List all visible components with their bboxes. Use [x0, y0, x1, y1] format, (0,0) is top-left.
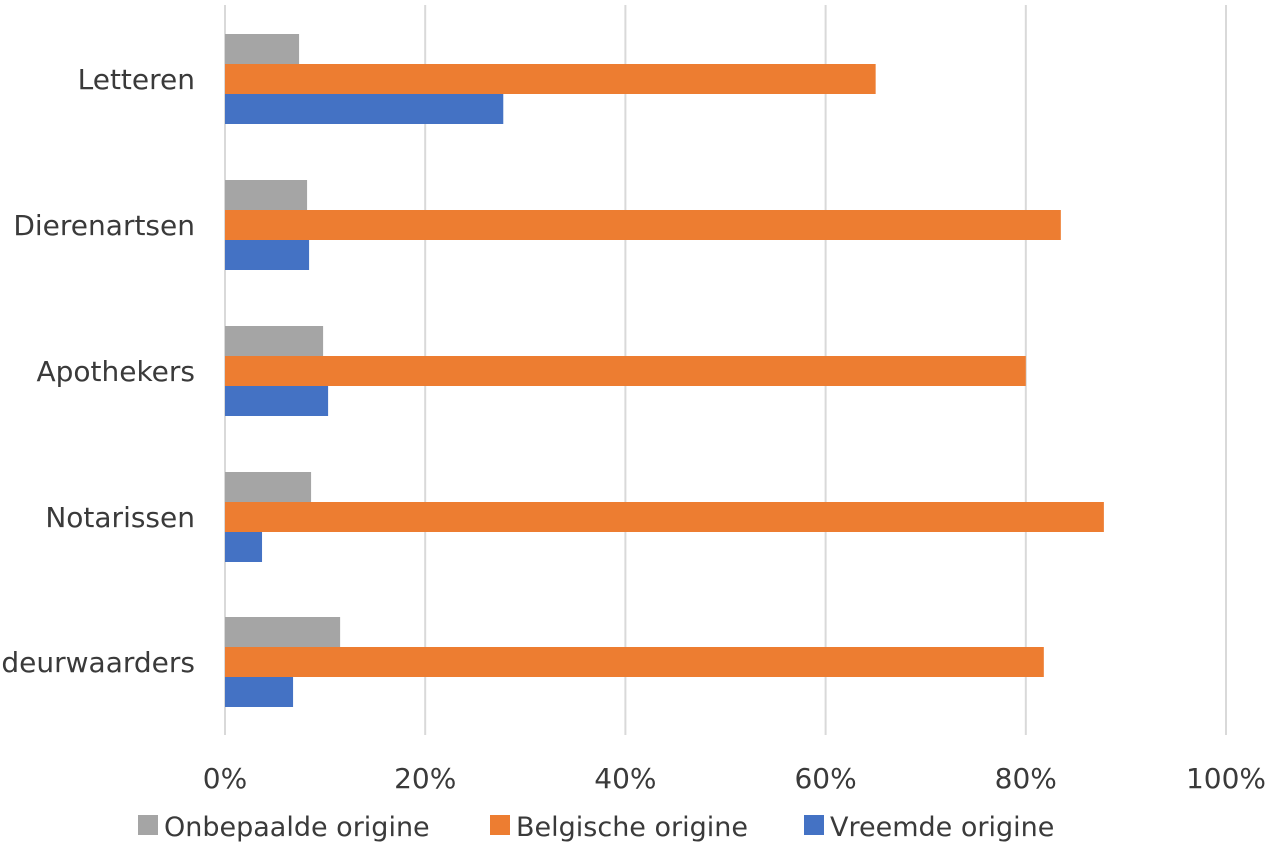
category-labels: Letteren Dierenartsen Apothekers Notarissen…	[0, 63, 195, 679]
bar-belgische-origine	[225, 356, 1026, 386]
bar-belgische-origine	[225, 647, 1044, 677]
category-label: Notarissen	[45, 501, 195, 534]
bars	[225, 34, 1104, 707]
legend-item: Belgische origine	[490, 812, 748, 843]
legend-swatch	[490, 815, 510, 835]
legend-swatch	[138, 815, 158, 835]
legend-label: Onbepaalde origine	[164, 812, 430, 843]
legend-label: Vreemde origine	[830, 812, 1054, 843]
x-tick-label: 100%	[1186, 762, 1266, 795]
category-label: Apothekers	[36, 355, 195, 388]
legend-item: Vreemde origine	[804, 812, 1054, 843]
x-tick-label: 40%	[594, 762, 656, 795]
bar-onbepaalde-origine	[225, 472, 312, 502]
legend-label: Belgische origine	[516, 812, 748, 843]
bar-onbepaalde-origine	[225, 180, 308, 210]
legend: Onbepaalde origine Belgische origine Vreem…	[138, 812, 1054, 843]
bar-vreemde-origine	[225, 532, 263, 562]
category-label: Gerechtsdeurwaarders	[0, 646, 195, 679]
category-label: Dierenartsen	[13, 209, 195, 242]
bar-onbepaalde-origine	[225, 617, 341, 647]
bar-belgische-origine	[225, 64, 876, 94]
x-axis-ticks: 0% 20% 40% 60% 80% 100%	[203, 762, 1266, 795]
legend-item: Onbepaalde origine	[138, 812, 430, 843]
x-tick-label: 80%	[995, 762, 1057, 795]
bar-vreemde-origine	[225, 386, 329, 416]
x-tick-label: 60%	[794, 762, 856, 795]
category-label: Letteren	[78, 63, 195, 96]
bar-vreemde-origine	[225, 240, 310, 270]
bar-vreemde-origine	[225, 677, 294, 707]
legend-swatch	[804, 815, 824, 835]
bar-onbepaalde-origine	[225, 34, 300, 64]
x-tick-label: 20%	[394, 762, 456, 795]
bar-vreemde-origine	[225, 94, 504, 124]
bar-belgische-origine	[225, 210, 1061, 240]
x-tick-label: 0%	[203, 762, 247, 795]
bar-onbepaalde-origine	[225, 326, 324, 356]
bar-belgische-origine	[225, 502, 1104, 532]
